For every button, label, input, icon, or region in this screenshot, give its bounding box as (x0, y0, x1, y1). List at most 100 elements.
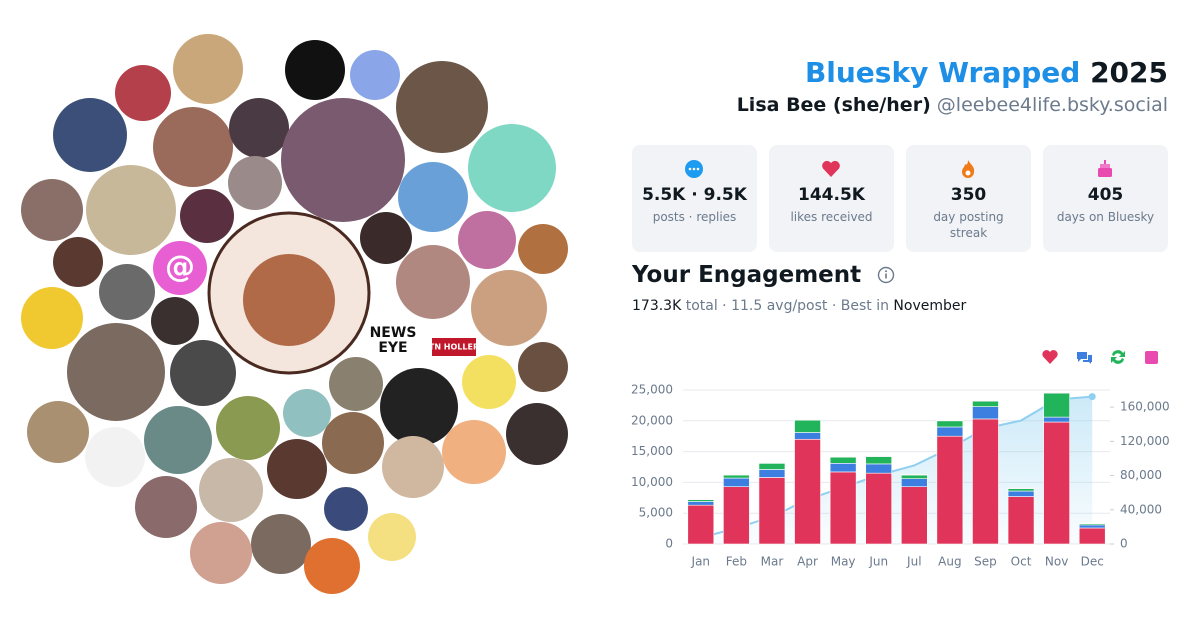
bar-segment (723, 474, 750, 479)
legend-icon (1042, 350, 1058, 364)
avatar (85, 427, 145, 487)
icon (685, 160, 703, 178)
bar-segment (758, 477, 786, 545)
avatar (322, 412, 384, 474)
bar-segment (758, 462, 786, 464)
avatar (368, 513, 416, 561)
avatar (173, 34, 243, 104)
avatar (153, 241, 207, 295)
chart: 0 5,000 10,000 15,000 20,000 25,000 0 40,000 80,… (631, 383, 1170, 569)
bar-segment (1078, 522, 1106, 524)
x-tick-label: Aug (938, 555, 961, 569)
x-tick-label: Mar (761, 555, 784, 569)
bar-segment (972, 418, 999, 545)
avatar (115, 65, 171, 121)
bar-segment (829, 471, 857, 545)
avatar (468, 124, 556, 212)
legend (1042, 350, 1158, 364)
y2-tick-label: 120,000 (1120, 434, 1170, 448)
avatar (267, 439, 327, 499)
avatar (458, 211, 516, 269)
avatar (199, 458, 263, 522)
bar-segment (829, 463, 857, 473)
y2-tick-label: 80,000 (1120, 468, 1162, 482)
legend-icon (1111, 350, 1125, 364)
avatar (67, 323, 165, 421)
bar-segment (1007, 496, 1035, 545)
stat-card: 350 day posting streak (906, 145, 1031, 252)
avatar (462, 355, 516, 409)
avatar (135, 476, 197, 538)
avatar (398, 162, 468, 232)
avatar (180, 189, 234, 243)
avatar (382, 436, 444, 498)
stat-label: day posting streak (933, 210, 1004, 240)
bar-segment (1007, 490, 1035, 497)
icon (1098, 160, 1112, 177)
avatar (228, 156, 282, 210)
icon (962, 160, 975, 178)
stat-label: posts · replies (652, 210, 737, 224)
summary-text: total · 11.5 avg/post · Best in (681, 298, 894, 314)
x-tick-label: Jan (691, 555, 711, 569)
y-tick-label: 25,000 (631, 383, 673, 397)
bar-segment (794, 419, 821, 433)
stat-label: likes received (790, 210, 873, 224)
avatar (471, 270, 547, 346)
avatar (144, 406, 212, 474)
avatar (53, 98, 127, 172)
bar-segment (1043, 392, 1070, 394)
y-tick-label: 15,000 (631, 444, 673, 458)
avatar (518, 224, 568, 274)
x-tick-label: Jun (868, 555, 888, 569)
section-title: Your Engagement (632, 262, 895, 288)
avatar (170, 340, 236, 406)
avatar (53, 237, 103, 287)
bar-segment (1078, 527, 1106, 545)
stat-card: 5.5K · 9.5K posts · replies (632, 145, 757, 252)
bar-segment (1007, 488, 1035, 492)
avatar (506, 403, 568, 465)
avatar (285, 40, 345, 100)
avatar (304, 538, 360, 594)
x-tick-label: Jul (906, 555, 921, 569)
bar-segment (723, 477, 750, 488)
y2-tick-label: 160,000 (1120, 400, 1170, 414)
bar-segment (936, 435, 964, 545)
bar-segment (794, 438, 821, 545)
bar-segment (1043, 421, 1070, 545)
avatar (396, 61, 488, 153)
section-title-text: Your Engagement (632, 262, 862, 288)
info-icon[interactable] (877, 266, 895, 284)
title: Bluesky Wrapped 2025 (805, 56, 1168, 89)
avatar-text: NEWS (370, 325, 417, 341)
stat-card: 144.5K likes received (769, 145, 894, 252)
x-tick-label: Dec (1081, 555, 1104, 569)
avatar (281, 98, 405, 222)
avatar (360, 212, 412, 264)
y-tick-label: 0 (665, 537, 673, 551)
avatar-face (243, 254, 335, 346)
avatar (99, 264, 155, 320)
bar-segment (900, 474, 928, 480)
y2-tick-label: 0 (1120, 537, 1128, 551)
avatar (324, 487, 368, 531)
bar-segment (1043, 416, 1070, 423)
stat-card: 405 days on Bluesky (1043, 145, 1168, 252)
avatar (86, 165, 176, 255)
y2-tick-label: 40,000 (1120, 502, 1162, 516)
bar-segment (794, 419, 821, 421)
year: 2025 (1090, 56, 1168, 89)
bar-segment (1007, 487, 1035, 489)
x-tick-label: Feb (726, 555, 747, 569)
avatar (190, 522, 252, 584)
legend-icon (1145, 351, 1158, 364)
brand: Bluesky Wrapped (804, 56, 1081, 89)
stat-value: 405 (1087, 185, 1124, 205)
x-tick-label: Apr (797, 555, 818, 569)
bar-segment (723, 474, 750, 476)
bar-segment (865, 456, 893, 465)
